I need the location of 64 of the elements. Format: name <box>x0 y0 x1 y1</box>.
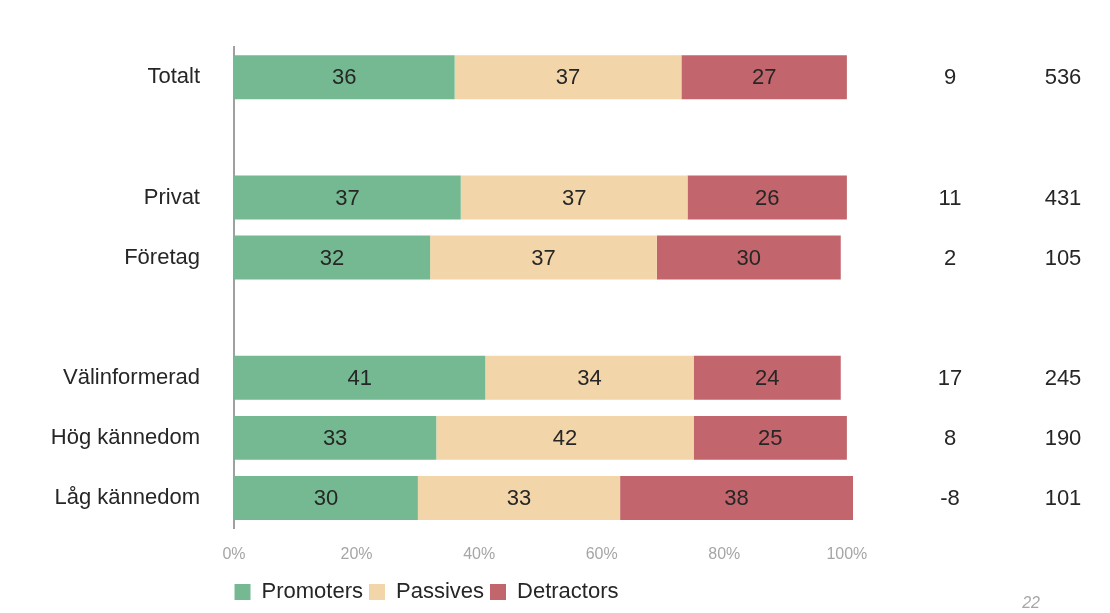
bar <box>234 235 431 280</box>
bar <box>687 175 847 220</box>
bar <box>430 235 657 280</box>
text: 8 <box>943 424 957 450</box>
x-tick-label: 80% <box>708 545 741 563</box>
text: 9 <box>943 64 957 90</box>
data-label: 34 <box>577 364 602 390</box>
x-tick-label: 40% <box>463 545 496 563</box>
legend-label: Promoters <box>261 578 363 604</box>
x-tick-label: 0% <box>222 545 246 563</box>
y-tick-label: Välinformerad <box>63 363 200 389</box>
text: 245 <box>1044 364 1082 390</box>
bar <box>234 476 418 520</box>
text: 17 <box>937 364 963 390</box>
data-label: 32 <box>319 244 345 270</box>
y-tick-label: Hög kännedom <box>50 423 200 449</box>
legend-label: Passives <box>395 578 485 604</box>
bar <box>485 355 694 400</box>
data-label: 37 <box>531 244 556 270</box>
data-label: 42 <box>552 424 578 450</box>
data-label: 37 <box>335 184 360 210</box>
bar <box>693 415 847 460</box>
x-tick-label: 20% <box>340 545 373 563</box>
data-label: 24 <box>754 364 780 390</box>
bar <box>436 415 694 460</box>
bar <box>234 175 461 220</box>
y-tick-label: Låg kännedom <box>54 484 200 510</box>
data-label: 30 <box>736 244 762 270</box>
text: -8 <box>940 485 960 511</box>
data-label: 38 <box>724 485 749 511</box>
y-tick-label: Totalt <box>147 63 200 89</box>
data-label: 41 <box>347 364 372 390</box>
data-label: 30 <box>313 485 339 511</box>
x-tick-label: 100% <box>826 545 868 563</box>
bar <box>234 355 486 400</box>
data-label: 37 <box>555 64 581 90</box>
text: 190 <box>1044 424 1082 450</box>
data-label: 33 <box>322 424 348 450</box>
data-label: 27 <box>751 64 777 90</box>
bar <box>681 55 847 100</box>
text: 101 <box>1044 485 1082 511</box>
bar <box>620 476 853 520</box>
text: 105 <box>1044 244 1082 270</box>
bar <box>693 355 841 400</box>
bar <box>460 175 688 220</box>
x-tick-label: 60% <box>585 545 618 563</box>
text: 431 <box>1044 184 1082 210</box>
text: 2 <box>943 244 957 270</box>
text: 22 <box>1021 594 1041 611</box>
data-label: 25 <box>758 424 783 450</box>
data-label: 33 <box>506 485 532 511</box>
bar <box>234 415 437 460</box>
data-label: 26 <box>754 184 780 210</box>
legend-label: Detractors <box>517 578 619 604</box>
bar <box>454 55 682 100</box>
bar <box>417 476 621 520</box>
y-tick-label: Företag <box>124 243 200 269</box>
text: 536 <box>1044 64 1082 90</box>
text: 11 <box>938 184 962 210</box>
y-tick-label: Privat <box>143 183 200 209</box>
data-label: 36 <box>332 64 357 90</box>
bar <box>234 55 455 100</box>
bar <box>656 235 841 280</box>
data-label: 37 <box>561 184 587 210</box>
